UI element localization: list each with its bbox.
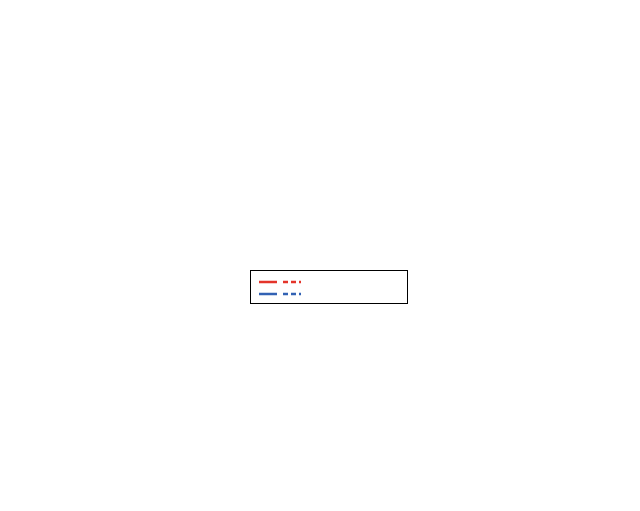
panel-a-tdt: [18, 14, 316, 236]
chart-c-hist: [400, 332, 634, 508]
legend-row-contra: [259, 277, 399, 287]
chart-a-tdt: [18, 14, 316, 236]
panel-a-fix: [18, 280, 316, 502]
chart-b-auroc: [328, 14, 634, 246]
legend-row-ipsi: [259, 289, 399, 299]
panel-c: [400, 332, 634, 508]
panel-b: [328, 14, 634, 246]
legend: [250, 270, 408, 304]
chart-a-fix: [18, 280, 316, 502]
